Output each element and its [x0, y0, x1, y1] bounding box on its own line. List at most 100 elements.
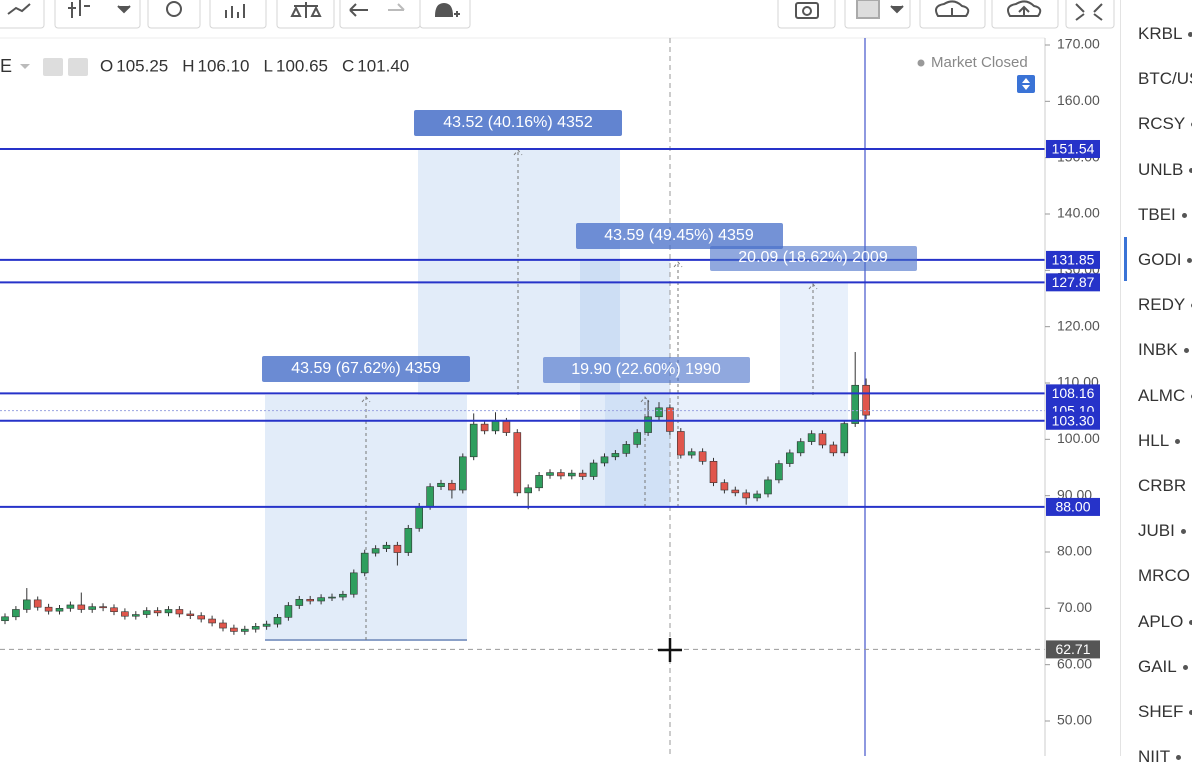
price-level-label: 127.87: [1052, 274, 1095, 290]
price-level-label: 108.16: [1052, 385, 1095, 401]
candle-body: [491, 421, 500, 432]
candle-body: [99, 606, 107, 609]
symbol-name: NIIT: [1138, 747, 1171, 767]
ohlc-legend: O 105.25 H 106.10 L 100.65 C 101.40: [100, 56, 409, 75]
watchlist-item[interactable]: GAIL: [1138, 657, 1188, 677]
watchlist-item[interactable]: KRBL: [1138, 24, 1192, 44]
candle-body: [393, 544, 402, 553]
candle-body: [208, 618, 216, 624]
tool-button[interactable]: [1065, 0, 1115, 29]
measure-regions: [265, 148, 848, 641]
watchlist-item[interactable]: HLL: [1138, 430, 1181, 451]
dropdown[interactable]: [20, 64, 30, 69]
candle-body: [469, 423, 478, 458]
candle-body: [153, 610, 162, 614]
tool-button[interactable]: [54, 0, 141, 29]
watchlist-item[interactable]: ALMC: [1138, 386, 1192, 406]
candle-body: [251, 626, 260, 630]
candle-body: [557, 472, 565, 477]
symbol-name: REDY: [1138, 295, 1186, 315]
symbol-name: KRBL: [1138, 24, 1183, 43]
watchlist-item[interactable]: JUBI: [1138, 521, 1186, 541]
watchlist-item[interactable]: SHEF: [1138, 702, 1192, 722]
candle-body: [219, 622, 227, 629]
watchlist-item[interactable]: UNLB: [1138, 160, 1192, 180]
bullet: [1182, 664, 1188, 670]
watchlist-item[interactable]: REDY: [1138, 295, 1192, 315]
measure-label: 20.09 (18.62%) 2009: [738, 249, 888, 266]
candle-body: [349, 572, 358, 595]
candle-body: [633, 432, 642, 445]
symbol-name: RCSY: [1138, 114, 1186, 134]
price-level-tag: [1046, 273, 1100, 292]
candle-body: [121, 611, 129, 617]
price-level-tag: [1046, 411, 1100, 430]
candle-body: [513, 432, 522, 494]
candle-body: [88, 606, 96, 610]
price-level-tag: [1046, 384, 1100, 403]
measure-region[interactable]: [605, 395, 780, 507]
candle-body: [186, 613, 195, 616]
measure-label-bg: [543, 357, 750, 383]
watchlist-item[interactable]: INBK: [1138, 340, 1189, 360]
scale-button[interactable]: [1017, 75, 1035, 93]
bullet: [1188, 32, 1192, 38]
measure-region[interactable]: [418, 148, 620, 395]
y-tick-label: 100.00: [1057, 430, 1100, 446]
ohlc-value: 105.25: [116, 56, 168, 75]
price-level-tag: [1046, 250, 1100, 269]
measure-labels: 43.52 (40.16%) 4352 43.59 (49.45%) 4359 …: [262, 110, 917, 383]
measure-label: 43.59 (49.45%) 4359: [604, 227, 754, 244]
watchlist-item[interactable]: APLO: [1138, 612, 1192, 632]
candle-body: [600, 456, 609, 464]
candle-body: [666, 407, 674, 432]
icon: [1022, 78, 1030, 90]
candle-body: [371, 548, 380, 554]
candle-body: [829, 444, 838, 454]
candle-body: [567, 472, 576, 477]
measure-arrow: [513, 149, 523, 395]
bullet: [1180, 529, 1186, 535]
icon[interactable]: [43, 58, 63, 76]
watchlist-item[interactable]: MRCO: [1138, 566, 1192, 586]
candle-body: [306, 599, 315, 602]
crosshair-label: 62.71: [1055, 641, 1090, 657]
watchlist-item[interactable]: NIIT: [1138, 747, 1182, 767]
watchlist-item[interactable]: TBEI: [1138, 205, 1187, 225]
candle-body: [404, 528, 413, 553]
candle-body: [22, 599, 31, 610]
selection-bar: [1124, 237, 1127, 281]
price-level-tag: [1046, 497, 1100, 516]
cursor: [658, 638, 682, 662]
symbol-name: TBEI: [1138, 204, 1176, 224]
bullet: [1175, 438, 1181, 444]
ohlc-key: L: [264, 56, 273, 75]
watchlist-item[interactable]: GODI: [1138, 250, 1192, 270]
candle-body: [524, 487, 533, 494]
candle-body: [611, 453, 620, 458]
tool-button[interactable]: [147, 0, 201, 29]
measure-arrow: [808, 283, 818, 395]
ohlc-key: O: [100, 56, 113, 75]
y-tick-label: 80.00: [1057, 543, 1092, 559]
measure-label: 19.90 (22.60%) 1990: [571, 361, 721, 378]
tool-button[interactable]: [339, 0, 421, 29]
candle-body: [731, 489, 740, 494]
y-tick-label: 70.00: [1057, 599, 1092, 615]
tool-button[interactable]: [0, 0, 45, 29]
symbol-name: INBK: [1138, 340, 1178, 360]
watchlist-item[interactable]: CRBR: [1138, 476, 1192, 496]
measure-region[interactable]: [780, 282, 848, 507]
candle-body: [687, 451, 696, 456]
ohlc-value: 106.10: [198, 56, 250, 75]
watchlist-item[interactable]: BTC/US: [1138, 69, 1192, 89]
symbol-name: SHEF: [1138, 702, 1184, 721]
toolbar-icons: [7, 0, 1103, 21]
icon[interactable]: [68, 58, 88, 76]
candle-body: [535, 475, 543, 489]
watchlist-item[interactable]: RCSY: [1138, 114, 1192, 134]
y-tick-label: 120.00: [1057, 317, 1100, 333]
candle-body: [764, 479, 772, 495]
status-dot: [917, 59, 925, 67]
symbol-name: HLL: [1138, 430, 1170, 450]
